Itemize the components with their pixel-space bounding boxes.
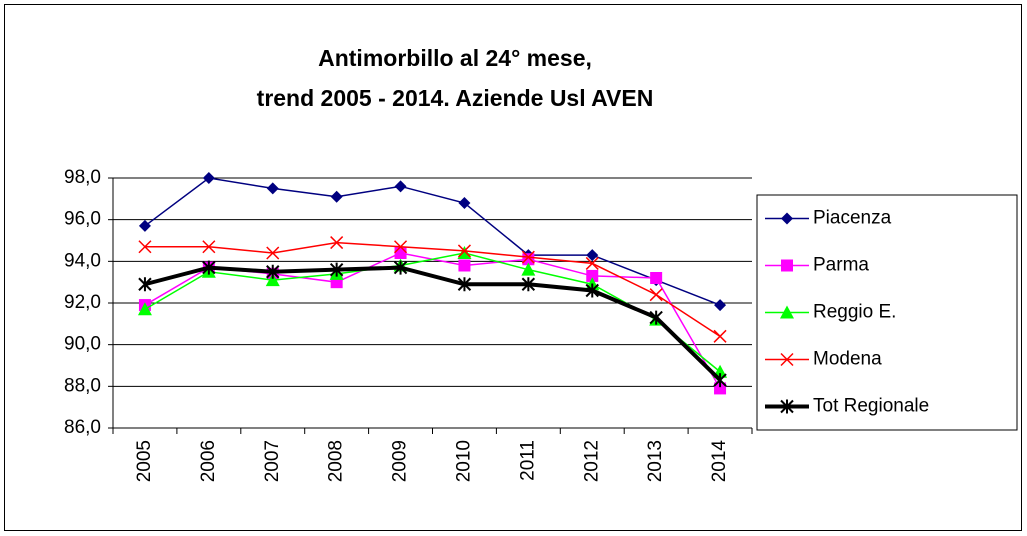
x-tick-label: 2008 — [326, 440, 347, 482]
marker — [458, 259, 471, 272]
marker — [781, 259, 793, 272]
y-tick-label: 98,0 — [64, 167, 101, 188]
x-tick-label: 2013 — [645, 440, 666, 482]
marker — [266, 246, 280, 260]
marker — [138, 277, 152, 292]
marker — [202, 172, 215, 184]
y-tick-label: 94,0 — [64, 250, 101, 271]
y-tick-label: 86,0 — [64, 417, 101, 438]
marker — [266, 264, 280, 279]
x-tick-label: 2007 — [262, 440, 283, 482]
x-tick-label: 2009 — [390, 440, 411, 482]
marker — [202, 240, 216, 254]
marker — [586, 249, 599, 262]
y-tick-label: 88,0 — [64, 375, 101, 396]
legend-label: Reggio E. — [813, 302, 896, 323]
marker — [138, 240, 152, 254]
marker — [458, 197, 471, 209]
chart-title: Antimorbillo al 24° mese, — [318, 45, 592, 71]
y-tick-label: 92,0 — [64, 292, 101, 313]
series-line — [144, 265, 722, 382]
x-tick-label: 2012 — [581, 440, 602, 482]
marker — [521, 250, 535, 264]
marker — [457, 277, 472, 292]
marker — [394, 180, 407, 193]
y-tick-label: 96,0 — [64, 209, 101, 230]
marker — [585, 283, 599, 298]
marker — [137, 302, 152, 316]
legend-label: Piacenza — [813, 208, 892, 229]
marker — [266, 182, 279, 195]
marker — [330, 236, 344, 250]
series-line — [144, 241, 721, 337]
marker — [714, 299, 727, 312]
legend-label: Parma — [813, 255, 869, 276]
series-line — [144, 177, 721, 306]
marker — [585, 256, 599, 270]
legend-label: Tot Regionale — [813, 396, 929, 417]
marker — [649, 288, 663, 302]
marker — [457, 246, 472, 259]
marker — [265, 273, 280, 287]
marker — [202, 260, 216, 275]
marker — [780, 352, 794, 367]
marker — [394, 247, 407, 259]
marker — [393, 260, 408, 275]
x-tick-label: 2011 — [517, 440, 538, 481]
marker — [329, 262, 344, 277]
marker — [394, 240, 408, 254]
marker — [780, 399, 794, 414]
marker — [649, 310, 663, 325]
marker — [713, 373, 727, 388]
marker — [781, 212, 793, 225]
x-tick-label: 2006 — [198, 440, 219, 482]
marker — [521, 277, 536, 292]
marker — [780, 305, 794, 319]
marker — [650, 272, 663, 284]
marker — [330, 190, 343, 203]
chart-title: trend 2005 - 2014. Aziende Usl AVEN — [257, 85, 654, 111]
marker — [457, 244, 471, 258]
y-tick-label: 90,0 — [64, 334, 101, 355]
marker — [586, 269, 599, 282]
marker — [713, 329, 727, 343]
marker — [521, 262, 536, 276]
legend-label: Modena — [813, 349, 882, 370]
x-tick-label: 2005 — [134, 440, 155, 482]
marker — [714, 382, 727, 395]
x-tick-label: 2010 — [453, 440, 474, 482]
x-tick-label: 2014 — [709, 440, 730, 483]
marker — [138, 219, 151, 232]
